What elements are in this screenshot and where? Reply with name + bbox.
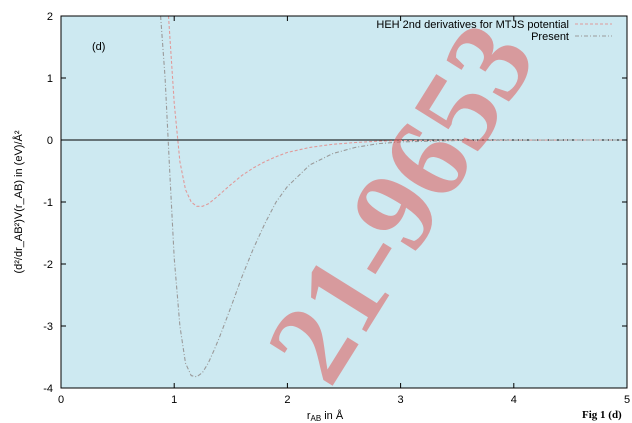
y-tick-label: -1	[43, 197, 53, 209]
legend-label: Present	[531, 31, 569, 43]
y-axis-label: (d²/dr_AB²)V(r_AB) in (eV)/Å²	[12, 130, 25, 273]
y-tick-label: 0	[47, 135, 53, 147]
x-tick-label: 1	[171, 394, 177, 406]
panel-label: (d)	[92, 41, 105, 53]
plot-area	[61, 16, 627, 388]
y-tick-label: -4	[43, 383, 53, 395]
legend: HEH 2nd derivatives for MTJS potentialPr…	[376, 19, 612, 43]
x-tick-label: 3	[398, 394, 404, 406]
y-tick-label: 2	[47, 11, 53, 23]
figure-label: Fig 1 (d)	[582, 409, 622, 421]
series-line-1	[167, 16, 627, 207]
ticks-layer: 0 1 2 3 4 5 -4 -3 -2 -1 0 1 2	[43, 11, 630, 406]
x-tick-label: 2	[284, 394, 290, 406]
x-axis-label: rAB in Å	[307, 409, 344, 423]
y-tick-label: -2	[43, 259, 53, 271]
y-tick-label: 1	[47, 73, 53, 85]
x-tick-label: 4	[511, 394, 517, 406]
series-line-2	[160, 16, 627, 378]
y-tick-label: -3	[43, 321, 53, 333]
x-tick-label: 0	[58, 394, 64, 406]
x-tick-label: 5	[624, 394, 630, 406]
series-layer	[160, 16, 627, 378]
legend-label: HEH 2nd derivatives for MTJS potential	[376, 19, 569, 31]
